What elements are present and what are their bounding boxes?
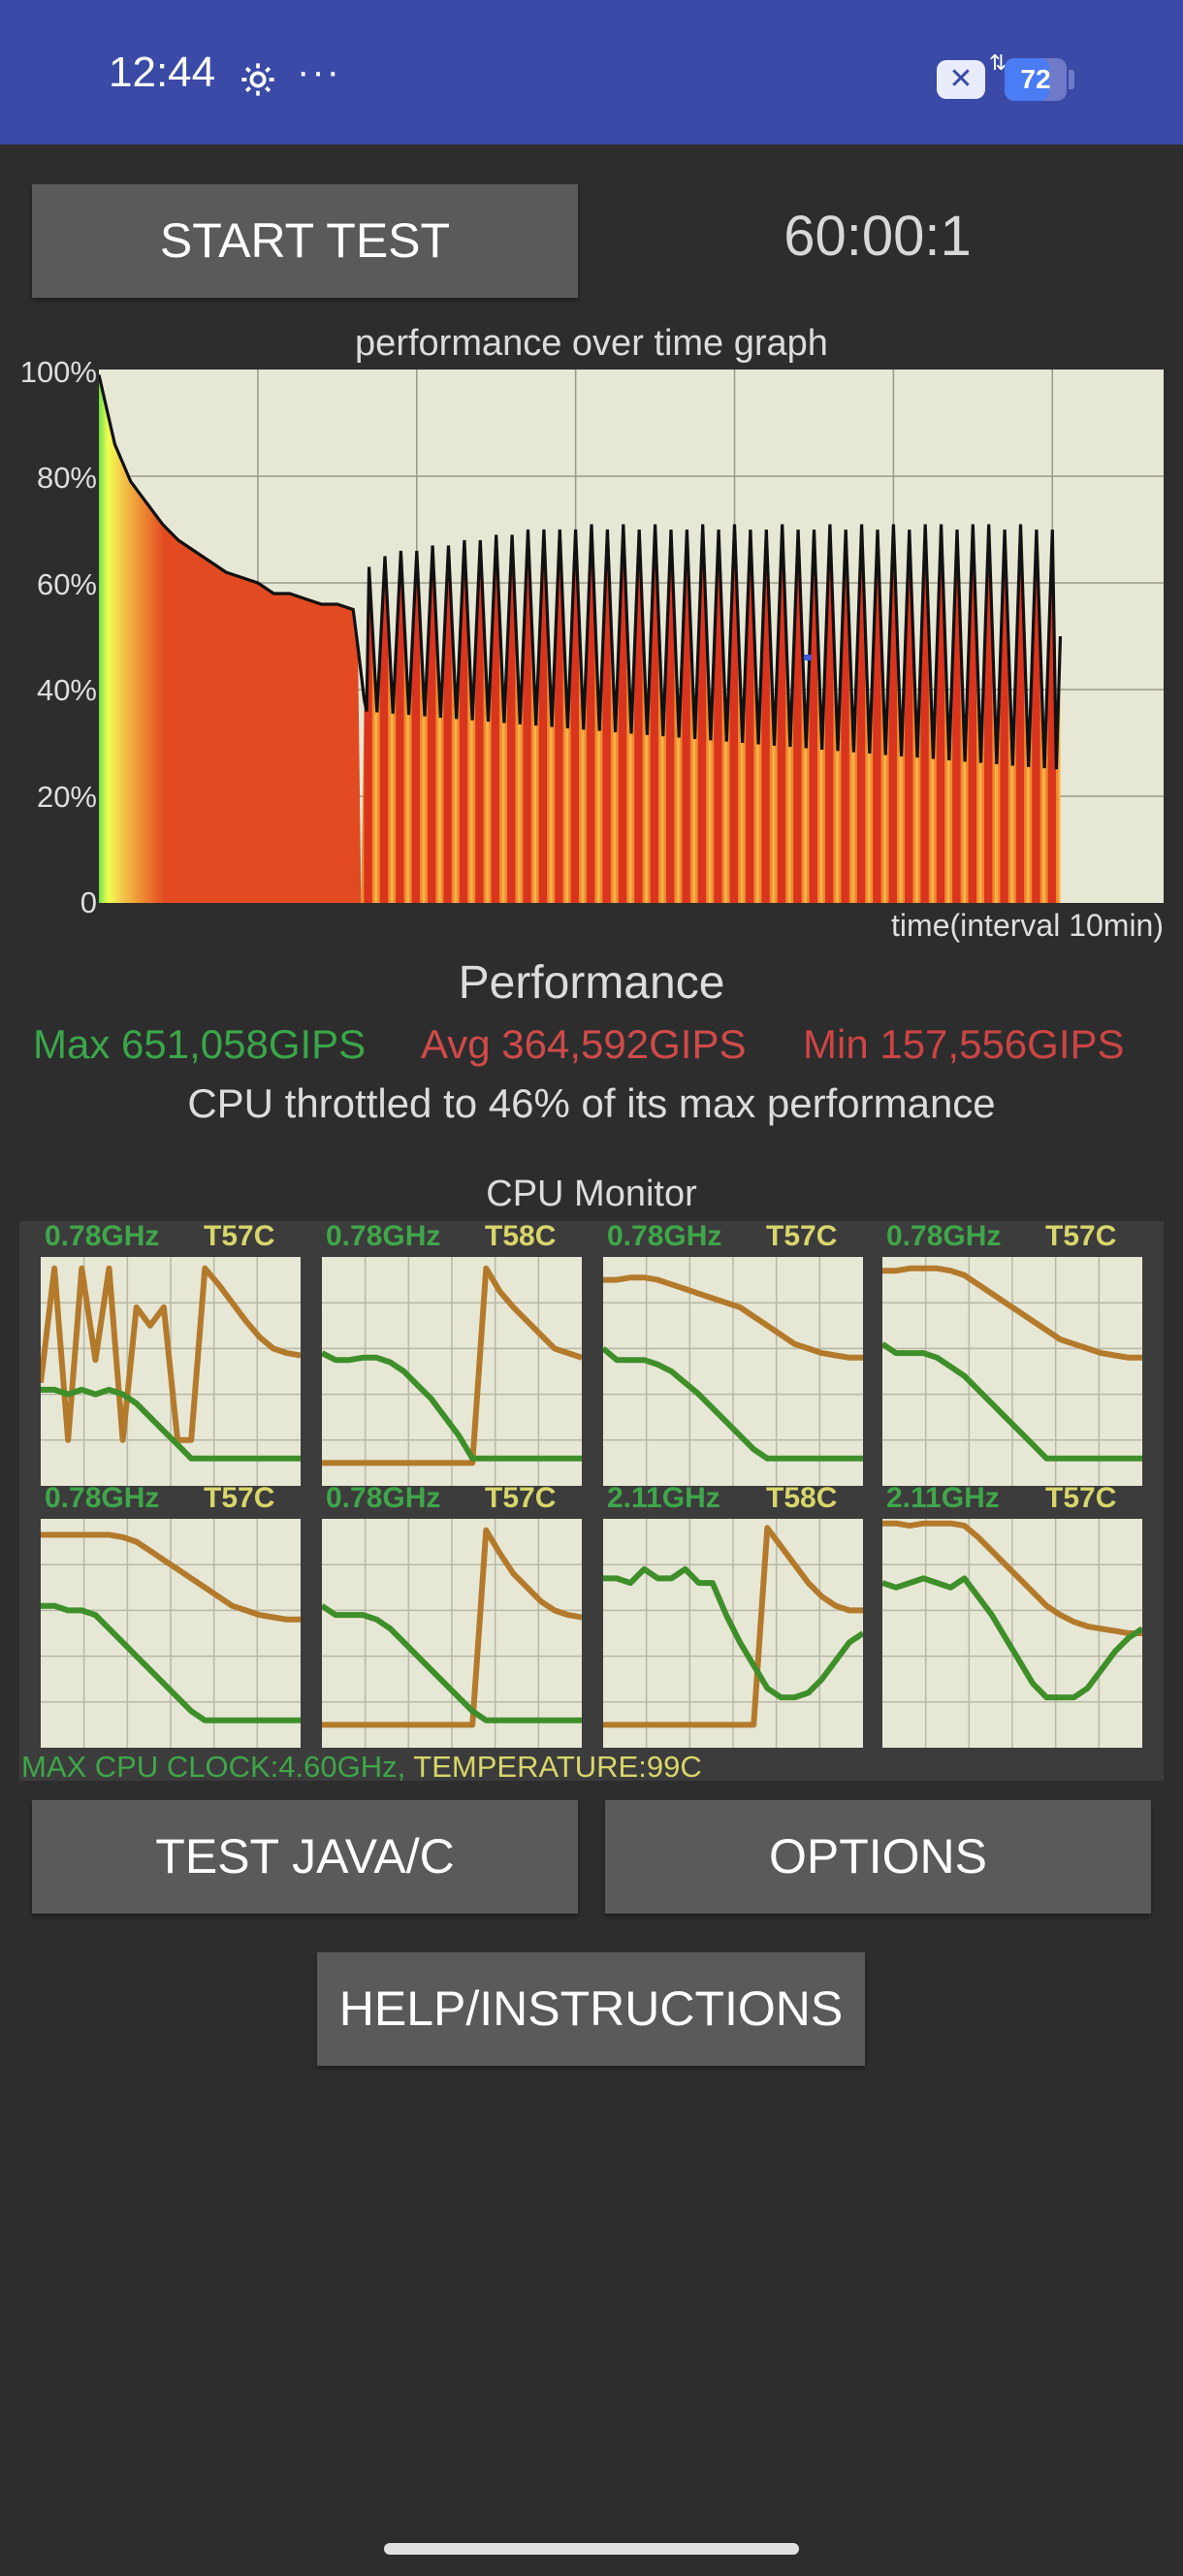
core-temperature: T57C [1045, 1220, 1117, 1252]
battery-fill [1005, 58, 1050, 101]
core-temperature: T57C [485, 1482, 557, 1514]
options-label: OPTIONS [768, 1829, 988, 1884]
core-temperature: T57C [1045, 1482, 1117, 1514]
status-bar: 12:44 ··· ✕ ⇅ 72 [0, 0, 1183, 145]
core-frequency: 0.78GHz [326, 1482, 441, 1514]
cpu-footer: MAX CPU CLOCK:4.60GHz, TEMPERATURE:99C [21, 1750, 702, 1785]
core-temperature: T57C [204, 1482, 275, 1514]
core-temperature: T57C [766, 1220, 838, 1252]
core-freq-line [603, 1565, 863, 1701]
core-temp-line [322, 1265, 582, 1466]
core-temperature: T58C [766, 1482, 838, 1514]
help-instructions-label: HELP/INSTRUCTIONS [338, 1981, 844, 2036]
test-java-c-label: TEST JAVA/C [155, 1829, 455, 1884]
core-chart [882, 1519, 1142, 1748]
core-frequency: 0.78GHz [45, 1482, 160, 1514]
core-temperature: T58C [485, 1220, 557, 1252]
y-tick-label: 60% [36, 567, 97, 601]
status-time: 12:44 [109, 48, 216, 96]
test-timer: 60:00:1 [783, 205, 972, 268]
max-performance: Max 651,058GIPS [33, 1021, 367, 1067]
core-freq-line [41, 1602, 301, 1723]
start-test-button[interactable]: START TEST [32, 184, 578, 298]
x-axis-label: time(interval 10min) [891, 908, 1164, 943]
performance-line [99, 374, 1063, 770]
core-frequency: 0.78GHz [886, 1220, 1002, 1252]
gear-icon [241, 63, 274, 96]
test-java-c-button[interactable]: TEST JAVA/C [32, 1800, 578, 1914]
y-tick-label: 80% [36, 461, 97, 495]
max-temperature: TEMPERATURE:99C [413, 1750, 702, 1784]
options-button[interactable]: OPTIONS [605, 1800, 1151, 1914]
close-badge-icon: ✕ [937, 60, 985, 99]
core-chart [41, 1519, 301, 1748]
avg-performance: Avg 364,592GIPS [421, 1021, 747, 1067]
core-freq-line [603, 1346, 863, 1462]
core-temp-line [41, 1265, 301, 1443]
y-tick-label: 20% [36, 780, 97, 814]
core-chart [603, 1257, 863, 1486]
graph-title: performance over time graph [355, 323, 828, 364]
core-chart [41, 1257, 301, 1486]
data-arrows-icon: ⇅ [989, 50, 1007, 75]
core-temp-line [603, 1525, 863, 1728]
performance-graph [99, 370, 1164, 903]
home-gesture-bar[interactable] [384, 2543, 799, 2555]
core-temp-line [882, 1520, 1142, 1636]
core-freq-line [322, 1350, 582, 1462]
core-frequency: 2.11GHz [607, 1482, 720, 1514]
core-freq-line [322, 1603, 582, 1723]
performance-area [99, 374, 362, 903]
core-frequency: 0.78GHz [326, 1220, 441, 1252]
min-performance: Min 157,556GIPS [803, 1021, 1125, 1067]
help-instructions-button[interactable]: HELP/INSTRUCTIONS [317, 1952, 865, 2066]
core-frequency: 0.78GHz [607, 1220, 722, 1252]
core-chart [882, 1257, 1142, 1486]
battery-level: 72 [1020, 64, 1051, 94]
core-chart [322, 1519, 582, 1748]
performance-title: Performance [458, 957, 725, 1009]
y-tick-label: 0 [80, 886, 97, 919]
more-dots-icon: ··· [297, 50, 341, 93]
core-freq-line [41, 1386, 301, 1462]
core-freq-line [882, 1575, 1142, 1701]
core-frequency: 2.11GHz [886, 1482, 1000, 1514]
core-temp-line [882, 1265, 1142, 1361]
max-cpu-clock: MAX CPU CLOCK:4.60GHz, [21, 1750, 406, 1784]
core-temp-line [603, 1274, 863, 1361]
core-freq-line [882, 1341, 1142, 1462]
core-chart [603, 1519, 863, 1748]
y-tick-label: 40% [36, 673, 97, 707]
cpu-monitor-title: CPU Monitor [486, 1174, 697, 1214]
battery-tip [1069, 70, 1074, 89]
core-chart [322, 1257, 582, 1486]
throttle-summary: CPU throttled to 46% of its max performa… [187, 1080, 996, 1126]
performance-area-oscillating [361, 524, 1061, 903]
core-temperature: T57C [204, 1220, 275, 1252]
battery-icon: 72 [1005, 58, 1067, 101]
core-temp-line [322, 1527, 582, 1728]
core-frequency: 0.78GHz [45, 1220, 160, 1252]
start-test-label: START TEST [159, 213, 451, 268]
core-temp-line [41, 1531, 301, 1623]
y-tick-label: 100% [19, 355, 97, 389]
graph-marker [803, 655, 812, 660]
